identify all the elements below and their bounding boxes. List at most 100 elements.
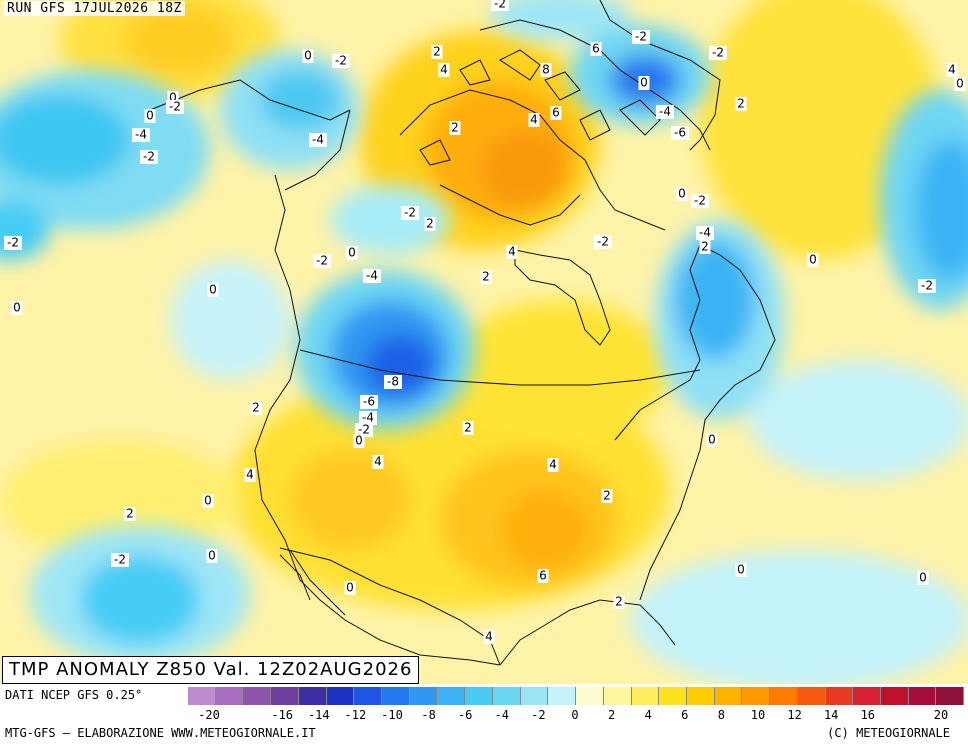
contour-label: 6 [592, 42, 600, 56]
color-scale-tick-label: -4 [494, 708, 510, 722]
contour-label: 0 [640, 76, 648, 90]
contour-label: -2 [358, 423, 370, 437]
contour-label-background [807, 253, 819, 267]
color-scale-tick-label: 12 [787, 708, 802, 722]
contour-label: 2 [482, 270, 490, 284]
color-scale-tick-label: 4 [644, 708, 652, 722]
contour-label-background [360, 395, 378, 409]
contour-label: 2 [603, 489, 611, 503]
contour-label: -2 [921, 279, 933, 293]
contour-label: -2 [712, 46, 724, 60]
color-scale-cell [520, 687, 549, 705]
contour-label: 4 [246, 468, 254, 482]
contour-label: 4 [440, 63, 448, 77]
color-scale-ticks: -20 -16 -14 -12 -10 -8 -6 -4 -2 0 2 4 6 8 10 12 14 16 20 [188, 708, 964, 722]
contour-label-background [332, 54, 350, 68]
contour-label: 0 [209, 283, 217, 297]
color-scale-tick-label: -12 [344, 708, 367, 722]
contour-label: -2 [169, 100, 181, 114]
contour-label: 6 [539, 569, 547, 583]
contour-label-background [401, 206, 419, 220]
contour-label-background [346, 246, 358, 260]
contour-label: -4 [312, 133, 324, 147]
color-scale-cell [437, 687, 466, 705]
contour-label: 0 [678, 187, 686, 201]
contour-label: 0 [348, 246, 356, 260]
contour-label-background [431, 45, 443, 59]
contour-label-background [917, 571, 929, 585]
contour-label-background [537, 569, 549, 583]
color-scale-cell [409, 687, 438, 705]
contour-label-background [372, 455, 384, 469]
contour-label-background [954, 77, 966, 91]
contour-label-background [302, 49, 314, 63]
contour-label-background [699, 240, 711, 254]
color-scale-cell [797, 687, 826, 705]
warm-area [700, 0, 940, 260]
contour-label: 4 [374, 455, 382, 469]
contour-label: 2 [464, 421, 472, 435]
contour-label-background [676, 187, 688, 201]
map-title: TMP ANOMALY Z850 Val. 12Z02AUG2026 [2, 656, 420, 684]
contour-label: -2 [694, 194, 706, 208]
contour-label: 0 [737, 563, 745, 577]
contour-label: 0 [956, 77, 964, 91]
contour-label-background [735, 97, 747, 111]
contour-label-background [483, 630, 495, 644]
cold-anomaly-areas [0, 0, 968, 684]
coastlines [149, 0, 776, 666]
contour-label-background [167, 91, 179, 105]
footer: DATI NCEP GFS 0.25° -20 -16 -14 -12 -10 -8 -6-… [0, 684, 968, 745]
warm-area [480, 130, 570, 210]
contour-label: 0 [708, 433, 716, 447]
contour-label: 2 [426, 217, 434, 231]
contour-label: 2 [433, 45, 441, 59]
color-scale-tick-label: 14 [823, 708, 839, 722]
contour-label-background [449, 121, 461, 135]
color-scale-cell [880, 687, 909, 705]
contour-label: -2 [597, 235, 609, 249]
color-scale-cell [271, 687, 299, 705]
contour-label: 0 [13, 301, 21, 315]
contour-label: -2 [7, 236, 19, 250]
contour-label-background [638, 76, 650, 90]
contour-label-background [491, 0, 509, 11]
contour-label-background [656, 105, 674, 119]
contour-label-background [480, 270, 492, 284]
color-scale-tick-label: 10 [750, 708, 766, 722]
contour-label-background [601, 489, 613, 503]
contour-label-background [918, 279, 936, 293]
color-scale-tick-label: -20 [198, 708, 220, 722]
cold-area [750, 360, 968, 480]
contour-label: 8 [542, 63, 550, 77]
contour-label: 2 [615, 595, 623, 609]
color-scale-tick-label: -6 [457, 708, 473, 722]
credit-label: MTG-GFS — ELABORAZIONE WWW.METEOGIORNALE… [5, 726, 316, 740]
contour-label: -2 [404, 206, 416, 220]
color-scale-cell [908, 687, 937, 705]
warm-area [450, 300, 670, 440]
contour-label-background [132, 128, 150, 142]
contour-label: 0 [809, 253, 817, 267]
color-scale-cell [770, 687, 798, 705]
contour-label-background [124, 507, 136, 521]
contour-label-background [706, 433, 718, 447]
cold-area [365, 335, 435, 395]
contour-label: 0 [146, 109, 154, 123]
contour-label: -2 [114, 553, 126, 567]
color-scale-cell [243, 687, 272, 705]
color-scale-cell [631, 687, 660, 705]
color-scale-cell [326, 687, 355, 705]
color-scale-tick-label: 16 [860, 708, 876, 722]
color-scale-cell [188, 687, 216, 705]
contour-label: -2 [335, 54, 347, 68]
contour-label-background [355, 423, 373, 437]
cold-area [80, 555, 200, 645]
contour-label-background [363, 269, 381, 283]
contour-label: 0 [208, 549, 216, 563]
contour-label-background [671, 126, 689, 140]
contour-label: -6 [674, 126, 686, 140]
color-scale-cell [686, 687, 715, 705]
color-scale-tick-label: 20 [933, 708, 949, 722]
color-scale-tick-label: -16 [271, 708, 294, 722]
